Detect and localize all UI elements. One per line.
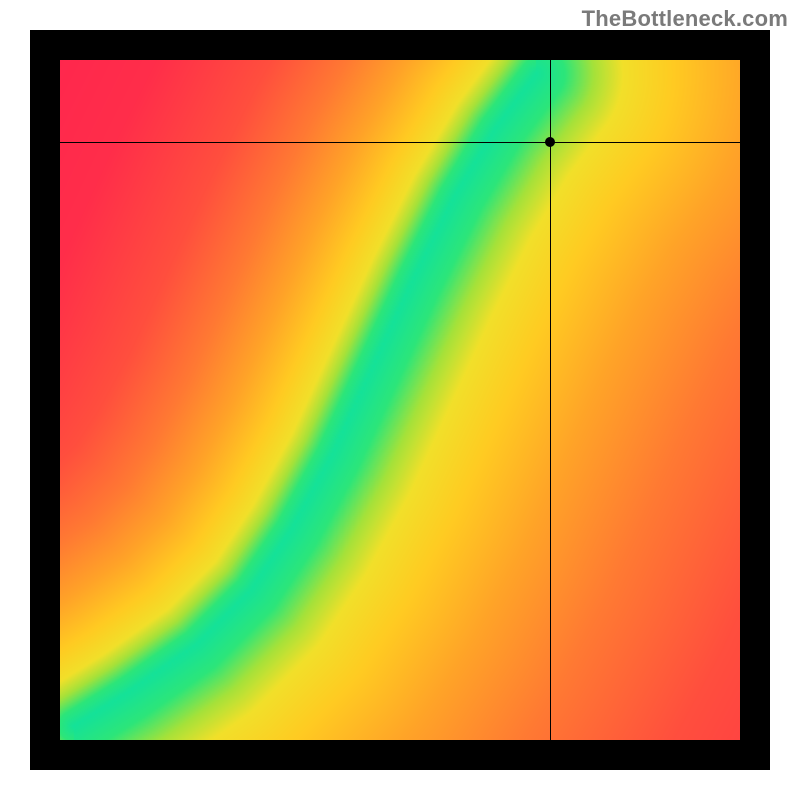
crosshair-marker — [545, 137, 555, 147]
heatmap-plot — [60, 60, 740, 740]
watermark-text: TheBottleneck.com — [582, 6, 788, 32]
crosshair-vertical — [550, 60, 551, 740]
crosshair-horizontal — [60, 142, 740, 143]
heatmap-canvas — [60, 60, 740, 740]
plot-border — [30, 30, 770, 770]
